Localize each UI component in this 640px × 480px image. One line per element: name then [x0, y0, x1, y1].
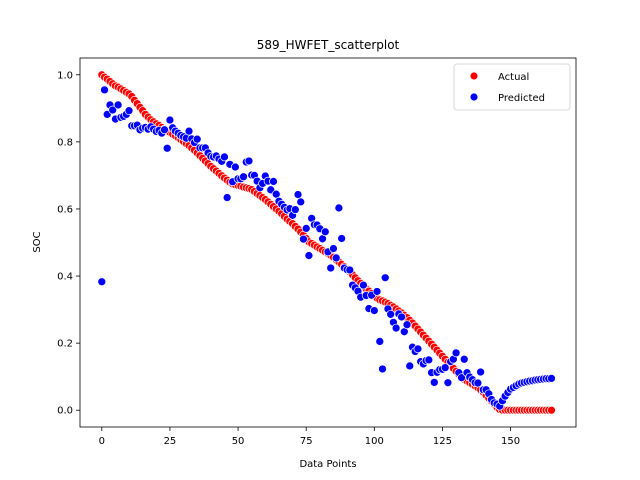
point-predicted: [290, 205, 300, 214]
chart-title: 589_HWFET_scatterplot: [257, 38, 400, 52]
point-predicted: [334, 203, 344, 213]
x-axis-label: Data Points: [299, 459, 356, 470]
legend-marker-predicted: [469, 92, 479, 102]
y-tick-label: 1.0: [57, 70, 73, 81]
point-predicted: [359, 280, 368, 290]
point-predicted: [165, 115, 175, 125]
point-predicted: [100, 85, 109, 95]
point-predicted: [345, 265, 355, 275]
point-predicted: [108, 105, 118, 115]
point-predicted: [405, 361, 415, 371]
point-predicted: [160, 125, 169, 135]
x-tick-label: 150: [501, 436, 520, 447]
point-predicted: [326, 263, 336, 273]
series-predicted: [97, 85, 556, 411]
x-tick-label: 75: [300, 436, 313, 447]
point-predicted: [386, 309, 396, 319]
point-predicted: [304, 251, 314, 260]
point-predicted: [296, 197, 306, 207]
point-predicted: [301, 224, 311, 233]
point-predicted: [222, 193, 232, 202]
legend-label-predicted: Predicted: [498, 93, 545, 104]
point-predicted: [369, 306, 379, 315]
y-axis-label: SOC: [32, 231, 43, 252]
point-predicted: [378, 364, 387, 374]
point-actual: [547, 405, 556, 415]
point-predicted: [402, 320, 412, 330]
y-tick-label: 0.2: [57, 339, 73, 350]
point-predicted: [397, 312, 406, 322]
point-predicted: [269, 177, 278, 186]
points-layer: [97, 70, 556, 415]
legend-label-actual: Actual: [498, 72, 529, 83]
point-predicted: [372, 287, 382, 296]
point-predicted: [113, 100, 123, 110]
point-predicted: [451, 348, 461, 358]
x-ticks: 0 25 50 75 100 125 150: [99, 427, 520, 447]
y-tick-label: 0.6: [57, 204, 73, 215]
point-predicted: [547, 374, 556, 383]
point-predicted: [230, 162, 240, 172]
y-tick-label: 0.4: [57, 272, 73, 283]
point-predicted: [380, 273, 390, 283]
point-predicted: [299, 234, 308, 244]
point-predicted: [476, 367, 485, 377]
x-tick-label: 50: [232, 436, 245, 447]
point-predicted: [413, 344, 423, 354]
point-predicted: [459, 354, 469, 364]
legend-marker-actual: [469, 71, 479, 81]
y-tick-label: 0.8: [57, 137, 73, 148]
legend-box: [453, 63, 571, 111]
point-predicted: [375, 337, 385, 346]
point-predicted: [124, 106, 134, 116]
x-tick-label: 0: [99, 436, 105, 447]
point-predicted: [162, 143, 172, 153]
y-tick-label: 0.0: [57, 406, 73, 417]
x-tick-label: 100: [365, 436, 384, 447]
point-predicted: [293, 190, 303, 199]
point-predicted: [244, 156, 254, 166]
x-tick-label: 25: [164, 436, 177, 447]
point-predicted: [97, 277, 107, 287]
x-tick-label: 125: [433, 436, 452, 447]
point-predicted: [329, 244, 338, 253]
point-predicted: [220, 152, 229, 162]
point-predicted: [239, 172, 248, 182]
y-ticks: 0.0 0.2 0.4 0.6 0.8 1.0: [57, 70, 80, 417]
point-predicted: [331, 253, 341, 263]
point-predicted: [424, 355, 434, 365]
point-predicted: [443, 378, 453, 388]
legend: Actual Predicted: [453, 63, 571, 111]
point-predicted: [184, 126, 194, 136]
point-predicted: [391, 323, 401, 333]
plot-frame: [79, 57, 577, 428]
point-predicted: [429, 378, 439, 387]
point-predicted: [473, 378, 483, 388]
point-predicted: [192, 134, 202, 144]
point-predicted: [337, 234, 346, 243]
point-predicted: [320, 227, 330, 237]
point-predicted: [440, 363, 450, 372]
